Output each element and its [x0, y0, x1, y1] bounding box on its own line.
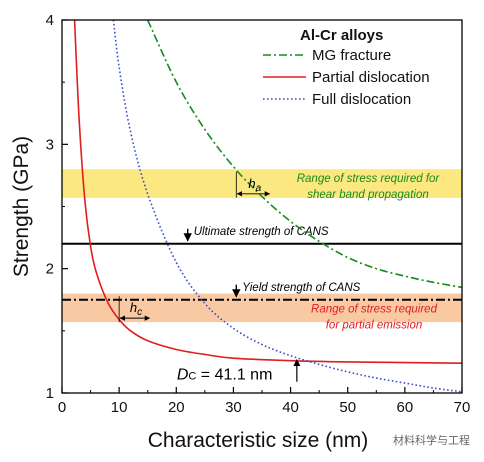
- x-tick-label-4: 40: [282, 399, 299, 416]
- x-tick-label-5: 50: [339, 399, 356, 416]
- x-tick-label-3: 30: [225, 399, 242, 416]
- series-line-0: [146, 20, 462, 289]
- dc-label: DC = 41.1 nm: [177, 367, 273, 384]
- annotations-layer: ha hc DC = 41.1 nm: [118, 171, 301, 384]
- legend-title: Al-Cr alloys: [300, 27, 383, 44]
- series-line-1: [73, 20, 462, 364]
- refline-label-yield-strength: Yield strength of CANS: [242, 282, 360, 294]
- refline-label-ultimate-strength: Ultimate strength of CANS: [194, 226, 329, 238]
- y-tick-label-3: 4: [46, 12, 54, 29]
- legend: Al-Cr alloys MG fracture Partial dislocati…: [263, 27, 430, 108]
- watermark-text: 材料科学与工程: [393, 433, 470, 447]
- band-label-shear-band-range-0: Range of stress required for: [297, 173, 441, 185]
- x-tick-label-7: 70: [454, 399, 471, 416]
- hc-label: hc: [130, 300, 142, 318]
- y-tick-label-0: 1: [46, 385, 54, 402]
- reference-lines-layer: Ultimate strength of CANS Yield strength …: [62, 173, 462, 332]
- series-layer: [73, 20, 462, 393]
- band-label-partial-emission-range-0: Range of stress required: [311, 304, 438, 316]
- y-axis-title: Strength (GPa): [10, 136, 33, 277]
- legend-entry-1: Partial dislocation: [312, 69, 430, 86]
- axes-layer: 0 10 20 30 40 50 60 70 1 2 3 4 Characteristic size (…: [10, 12, 470, 452]
- x-tick-label-0: 0: [58, 399, 66, 416]
- bands-layer: [62, 169, 462, 323]
- x-tick-label-1: 10: [111, 399, 128, 416]
- x-tick-label-2: 20: [168, 399, 185, 416]
- x-tick-label-6: 60: [397, 399, 414, 416]
- ha-label: ha: [248, 176, 261, 194]
- band-label-partial-emission-range-1: for partial emission: [326, 320, 423, 332]
- y-tick-label-2: 3: [46, 136, 54, 153]
- x-axis-title: Characteristic size (nm): [148, 429, 369, 452]
- y-tick-label-1: 2: [46, 261, 54, 278]
- band-label-shear-band-range-1: shear band propagation: [307, 189, 429, 201]
- legend-entry-0: MG fracture: [312, 47, 391, 64]
- legend-entry-2: Full dislocation: [312, 91, 411, 108]
